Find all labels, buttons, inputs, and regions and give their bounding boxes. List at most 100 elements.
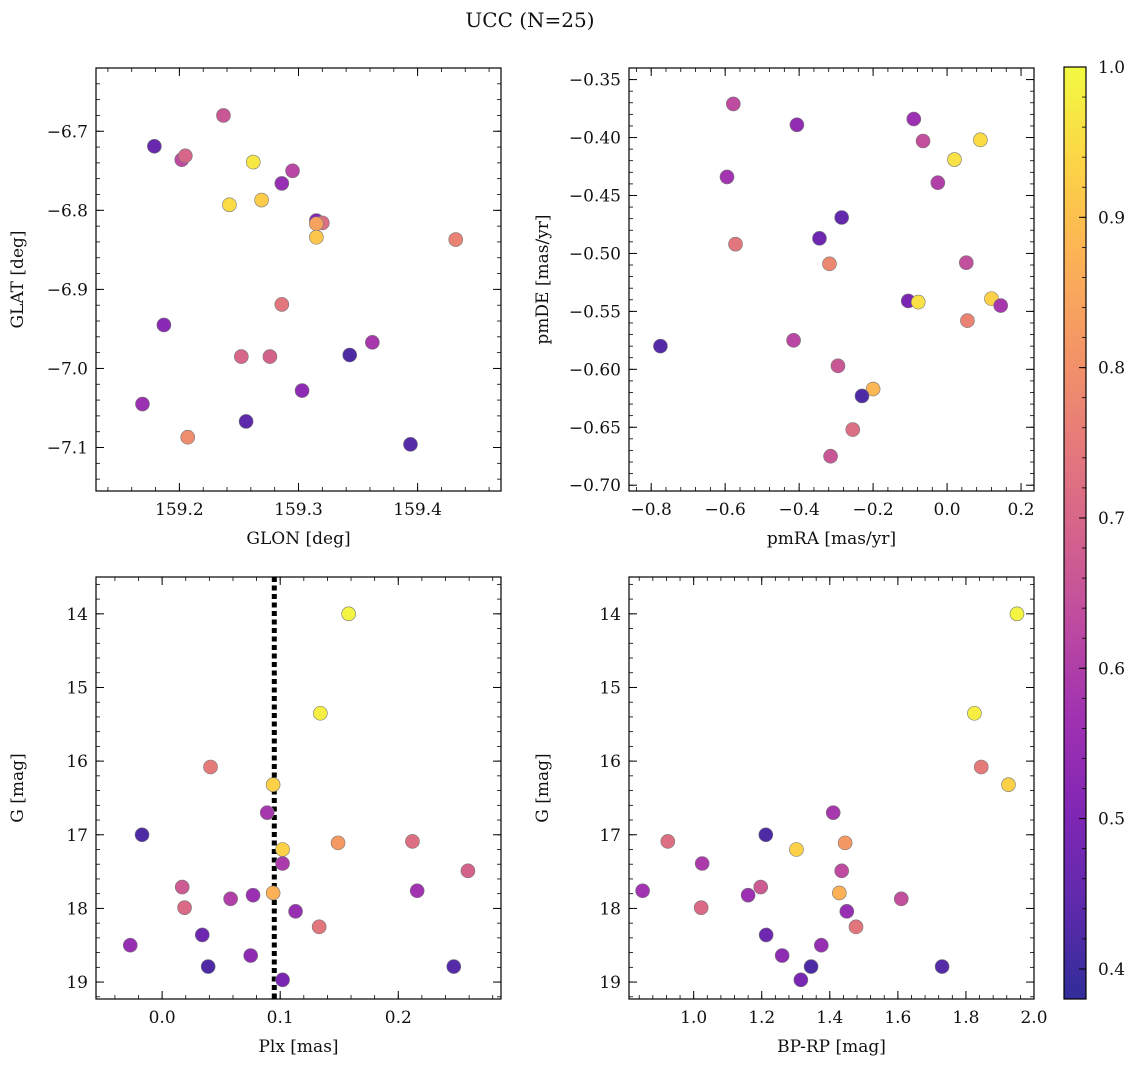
scatter-point	[803, 959, 819, 974]
x-tick-label: 159.3	[274, 500, 323, 520]
scatter-point	[893, 891, 909, 907]
scatter-point	[342, 347, 358, 363]
scatter-point	[793, 972, 809, 988]
scatter-point	[245, 154, 261, 170]
y-tick-label: −0.65	[569, 418, 621, 438]
scatter-point	[446, 959, 462, 974]
scatter-point	[275, 842, 290, 857]
colorbar: 0.4 0.5 0.6 0.7 0.8 0.9 1.0	[1063, 58, 1125, 1000]
scatter-point	[653, 338, 668, 354]
x-tick-label: 1.8	[952, 1008, 979, 1028]
scatter-point	[330, 835, 346, 851]
y-tick-label: 17	[66, 826, 88, 846]
scatter-point	[275, 856, 290, 871]
x-axis-label: Plx [mas]	[258, 1037, 338, 1057]
y-tick-label: 18	[599, 899, 621, 919]
x-tick-label: 0.2	[385, 1008, 412, 1028]
scatter-point	[234, 349, 249, 364]
y-tick-label: 14	[599, 605, 621, 625]
panel-cmd: 1.0 1.2 1.4 1.6 1.8 2.0 14 15 16 17 18 19 BP-RP [mag…	[533, 576, 1048, 1057]
scatter-point	[194, 927, 210, 943]
colorbar-tick-label: 0.6	[1098, 659, 1125, 679]
x-tick-label: −0.6	[705, 500, 746, 520]
scatter-point	[789, 117, 805, 133]
x-tick-label: 0.1	[267, 1008, 294, 1028]
scatter-point	[180, 429, 196, 445]
scatter-point	[967, 705, 982, 721]
scatter-point	[813, 937, 829, 953]
x-tick-label: 1.6	[884, 1008, 911, 1028]
scatter-point	[460, 863, 476, 879]
y-tick-label: 19	[599, 973, 621, 993]
scatter-point	[294, 383, 310, 398]
scatter-point	[660, 834, 676, 849]
scatter-point	[403, 437, 418, 452]
scatter-point	[254, 192, 269, 208]
y-tick-label: 16	[599, 752, 621, 772]
scatter-point	[726, 96, 741, 112]
axes-frame	[95, 67, 502, 492]
y-tick-label: −0.55	[569, 302, 621, 322]
x-tick-label: 0.0	[934, 500, 961, 520]
scatter-point	[313, 705, 328, 721]
scatter-point	[832, 885, 847, 901]
y-tick-label: 15	[599, 678, 621, 698]
scatter-point	[834, 863, 850, 879]
scatter-point	[341, 606, 356, 622]
scatter-point	[834, 210, 849, 225]
scatter-point	[238, 414, 254, 429]
scatter-point	[973, 759, 989, 775]
scatter-point	[753, 879, 769, 895]
scatter-point	[789, 842, 804, 857]
scatter-point	[960, 313, 975, 328]
y-tick-label: 15	[66, 678, 88, 698]
scatter-point	[405, 834, 420, 849]
y-tick-label: −0.35	[569, 71, 621, 91]
scatter-point	[786, 333, 801, 348]
scatter-point	[216, 108, 231, 123]
axes-frame	[628, 576, 1035, 1000]
y-tick-label: −0.40	[569, 129, 621, 149]
y-axis-label: GLAT [deg]	[8, 230, 28, 328]
scatter-point	[993, 298, 1009, 313]
scatter-point	[309, 229, 324, 245]
scatter-point	[830, 358, 846, 374]
scatter-point	[973, 132, 988, 148]
scatter-point	[728, 236, 743, 252]
scatter-point	[222, 197, 237, 213]
colorbar-tick-label: 0.9	[1098, 208, 1125, 228]
colorbar-tick-label: 1.0	[1098, 58, 1125, 78]
y-tick-label: −0.70	[569, 476, 621, 496]
panel-pm: −0.8 −0.6 −0.4 −0.2 0.0 0.2 −0.35 −0.40 −0.45 −0.…	[533, 67, 1035, 549]
scatter-point	[635, 883, 650, 899]
colorbar-tick-label: 0.4	[1098, 960, 1125, 980]
scatter-point	[822, 256, 837, 272]
panel-plx-g: 0.0 0.1 0.2 14 15 16 17 18 19 Plx [mas] G [mag]	[8, 576, 502, 1057]
y-tick-label: −0.50	[569, 244, 621, 264]
scatter-point	[910, 294, 926, 310]
scatter-point	[906, 111, 922, 127]
y-tick-label: −7.0	[47, 359, 88, 379]
y-tick-label: −7.1	[47, 439, 88, 459]
scatter-point	[134, 827, 150, 843]
scatter-point	[825, 805, 841, 820]
colorbar-tick-label: 0.8	[1098, 359, 1125, 379]
scatter-point	[203, 759, 218, 775]
scatter-point	[262, 349, 278, 364]
y-tick-label: −6.8	[47, 201, 88, 221]
scatter-point	[274, 297, 290, 312]
colorbar-gradient	[1063, 66, 1087, 1000]
scatter-point	[823, 448, 838, 464]
scatter-point	[309, 216, 324, 232]
axes-frame	[95, 576, 502, 1000]
scatter-point	[135, 396, 150, 412]
scatter-point	[285, 163, 300, 179]
scatter-point	[1009, 606, 1025, 622]
scatter-point	[758, 927, 774, 943]
y-tick-label: 19	[66, 973, 88, 993]
scatter-point	[243, 948, 258, 963]
scatter-point	[758, 827, 774, 843]
scatter-point	[448, 232, 464, 247]
x-tick-label: 159.2	[155, 500, 204, 520]
scatter-point	[177, 900, 192, 915]
